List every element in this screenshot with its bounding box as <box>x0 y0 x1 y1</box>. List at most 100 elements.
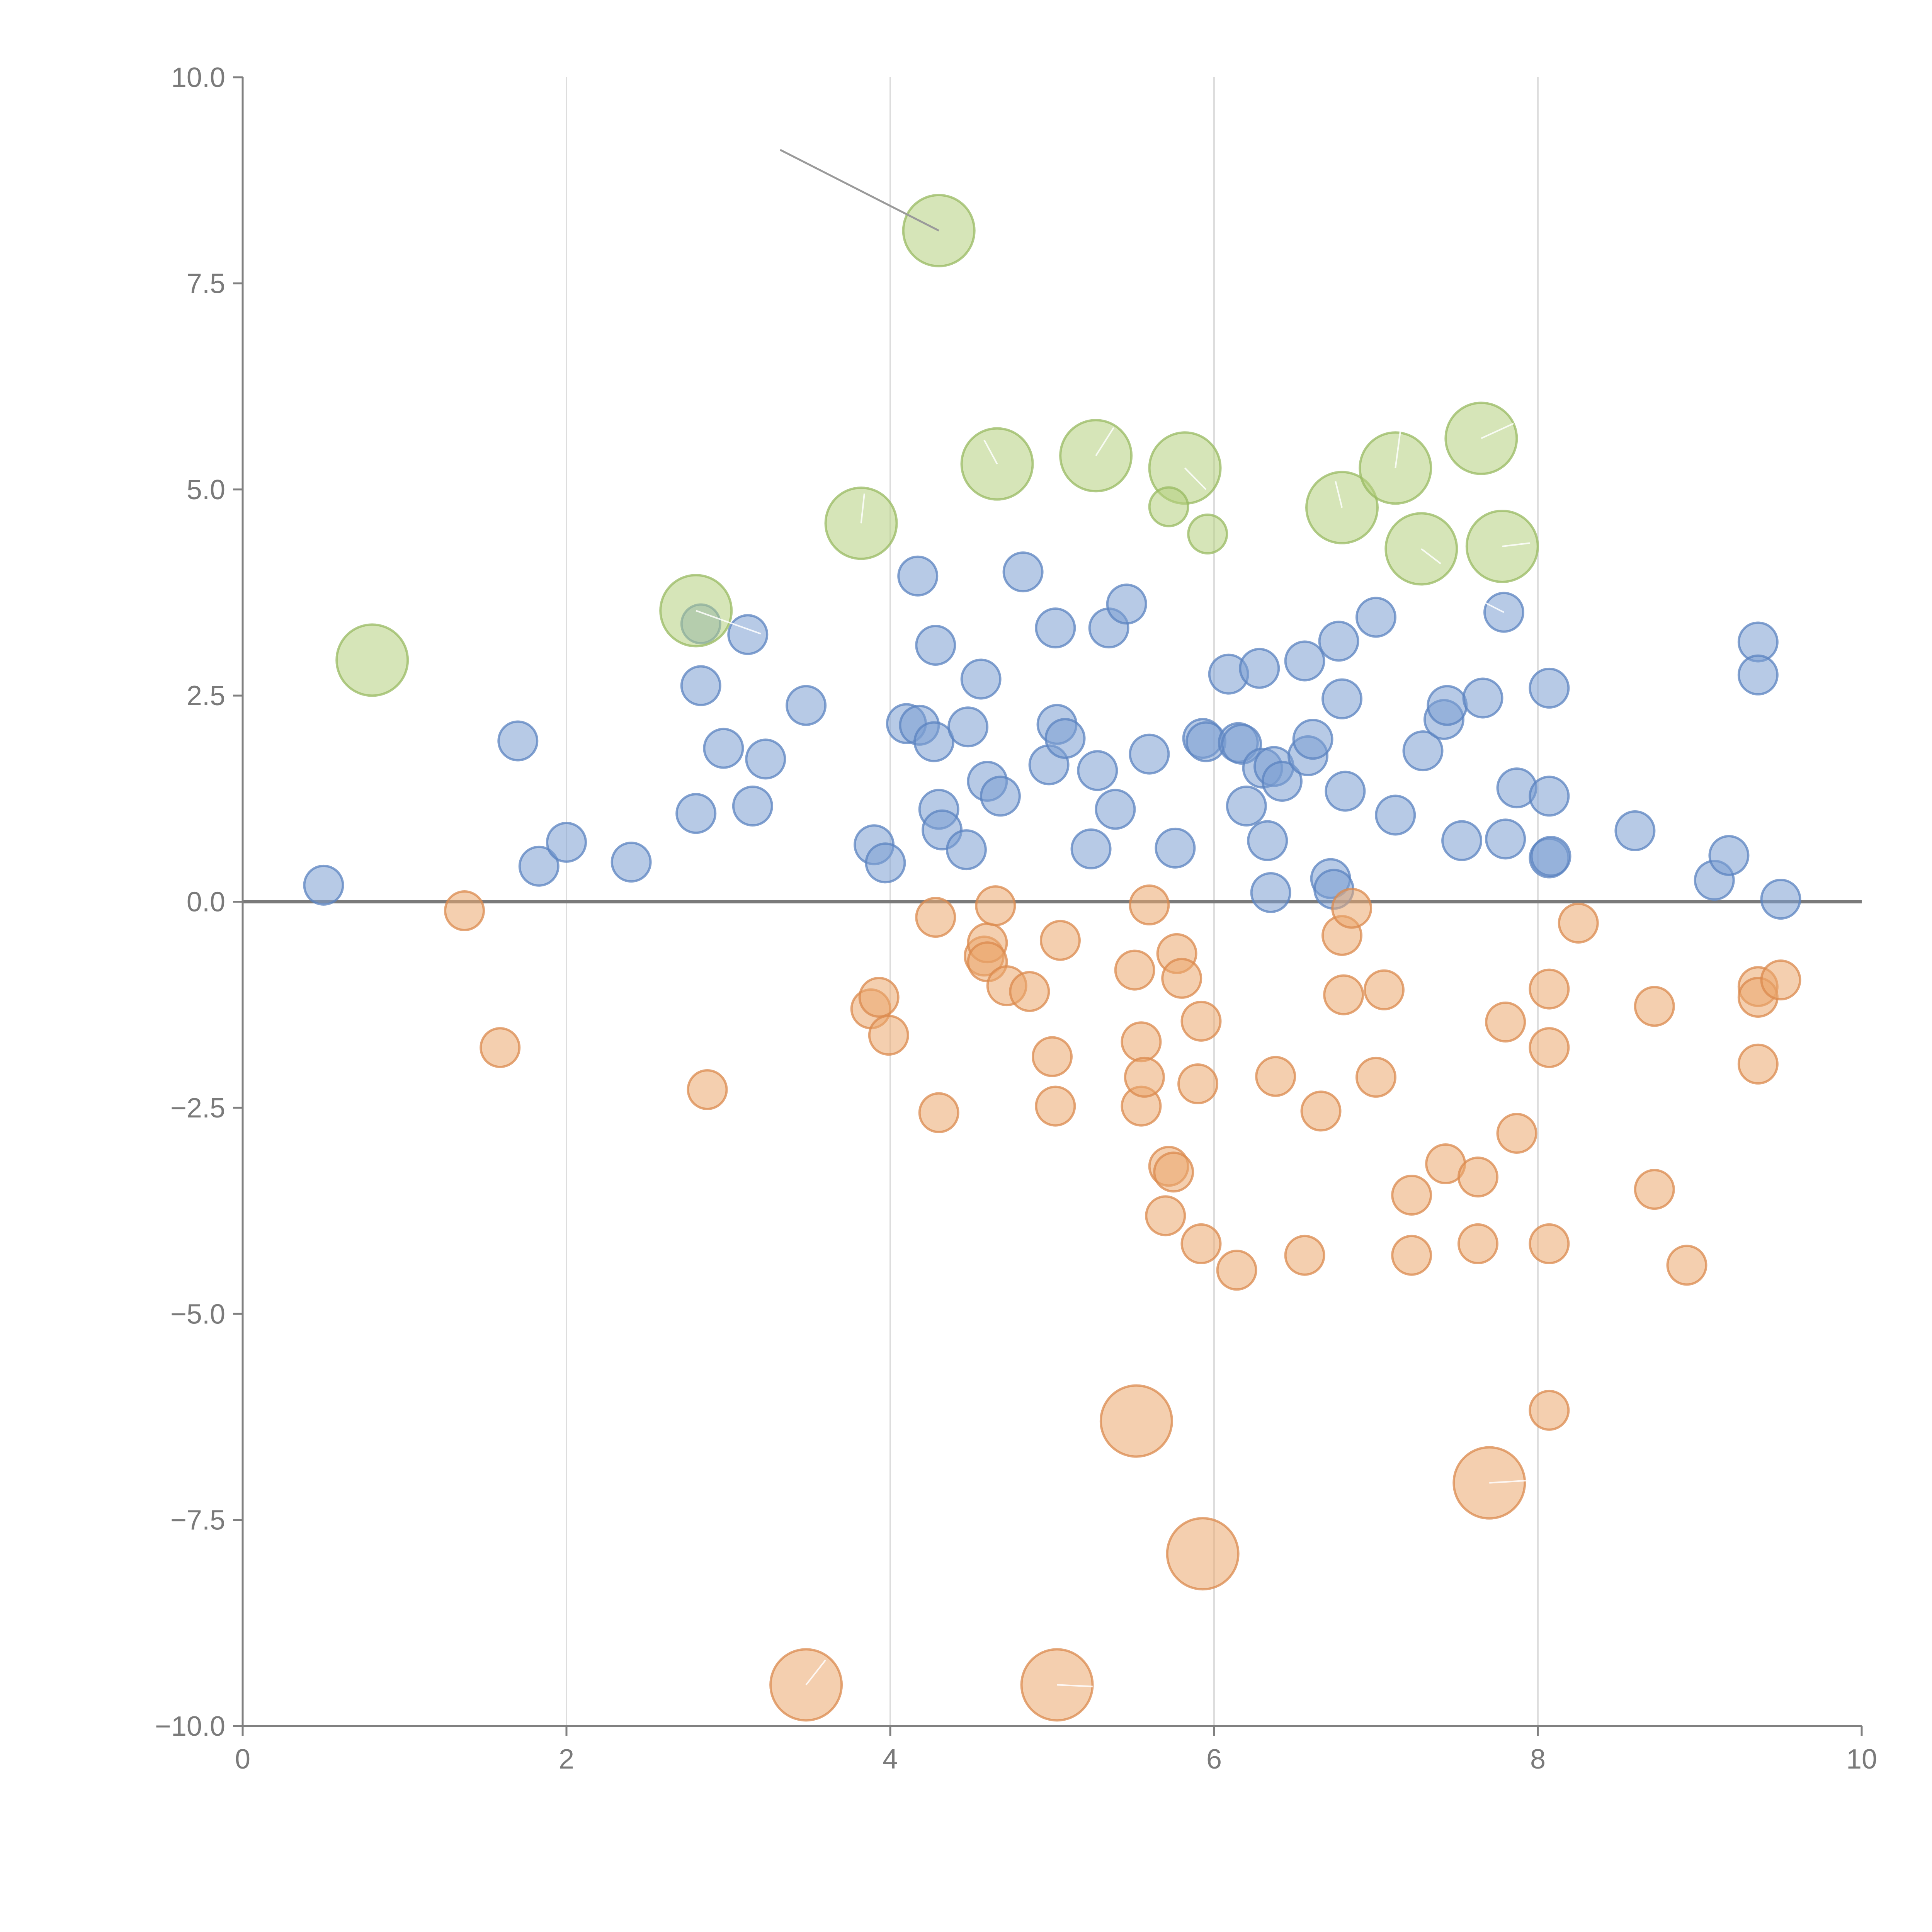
orange-point <box>1391 1235 1432 1276</box>
callout-line <box>1502 542 1530 547</box>
callout-line <box>1481 423 1514 439</box>
callout-line <box>860 493 865 524</box>
orange-point <box>1529 1389 1570 1431</box>
orange-point <box>1529 968 1570 1010</box>
blue-point <box>897 555 939 597</box>
blue-point <box>1529 776 1570 817</box>
blue-point <box>303 864 344 906</box>
orange-point <box>1485 1001 1526 1043</box>
orange-point <box>1634 1169 1675 1210</box>
orange-point <box>1216 1250 1257 1291</box>
callout-line <box>1335 481 1343 508</box>
blue-point <box>1155 827 1196 869</box>
orange-point <box>1391 1175 1432 1216</box>
orange-point <box>1255 1056 1296 1097</box>
y-tick-label: −10.0 <box>155 1711 225 1742</box>
y-tick-label: −5.0 <box>170 1299 225 1330</box>
blue-point <box>913 721 955 762</box>
orange-point <box>1300 1090 1342 1132</box>
orange-point <box>858 976 900 1018</box>
x-tick-label: 0 <box>235 1744 250 1775</box>
callout-line <box>983 439 998 464</box>
orange-large-point <box>1099 1384 1173 1458</box>
blue-point <box>1325 770 1366 812</box>
orange-point <box>1529 1027 1570 1068</box>
orange-point <box>1558 902 1599 944</box>
orange-point <box>915 897 956 938</box>
callout-lines <box>696 149 1530 1687</box>
blue-point <box>865 842 906 884</box>
blue-point <box>1106 583 1147 625</box>
orange-point <box>480 1027 521 1068</box>
blue-point <box>727 614 769 655</box>
blue-point <box>518 845 560 887</box>
x-tick-label: 10 <box>1846 1744 1877 1775</box>
blue-point <box>745 738 786 780</box>
x-tick-label: 6 <box>1206 1744 1222 1775</box>
callout-line <box>805 1660 826 1685</box>
blue-point <box>703 728 744 769</box>
blue-point <box>1530 836 1571 877</box>
orange-point <box>1039 920 1081 961</box>
orange-point <box>1529 1223 1570 1264</box>
orange-point <box>1161 957 1202 999</box>
orange-point <box>1284 1235 1325 1276</box>
blue-point <box>1321 678 1363 719</box>
orange-point <box>1331 888 1372 929</box>
blue-point <box>1261 761 1303 802</box>
orange-point <box>918 1092 959 1133</box>
orange-point <box>1363 969 1405 1010</box>
blue-point <box>980 776 1021 817</box>
orange-point <box>1121 1021 1162 1063</box>
blue-point <box>915 624 956 666</box>
orange-point <box>1177 1063 1219 1105</box>
blue-point <box>611 842 652 883</box>
callout-line <box>1421 548 1441 565</box>
orange-point <box>1153 1151 1194 1193</box>
callout-line <box>696 610 761 634</box>
orange-large-point <box>1166 1517 1240 1591</box>
blue-point <box>1292 719 1333 760</box>
blue-point <box>1614 810 1656 852</box>
orange-point <box>1737 1043 1779 1085</box>
orange-point <box>1355 1056 1396 1098</box>
blue-point <box>1284 640 1325 682</box>
blue-point <box>1708 835 1750 876</box>
blue-point <box>1095 789 1136 830</box>
blue-point <box>1077 750 1118 791</box>
blue-point <box>1427 685 1468 726</box>
blue-point <box>497 720 539 762</box>
orange-point <box>1666 1245 1708 1286</box>
blue-point <box>947 706 989 748</box>
green-small-point <box>1187 513 1228 554</box>
callout-line <box>1473 596 1504 613</box>
orange-point <box>1323 974 1364 1015</box>
blue-point <box>960 658 1002 700</box>
blue-point <box>1375 794 1416 836</box>
orange-point <box>444 890 485 931</box>
green-point <box>335 623 409 697</box>
orange-point <box>975 885 1016 927</box>
blue-point <box>1226 786 1267 827</box>
callout-line <box>779 149 939 232</box>
orange-point <box>1009 971 1050 1012</box>
data-points <box>303 194 1801 1722</box>
blue-point <box>1035 607 1076 649</box>
blue-point <box>1044 718 1086 759</box>
x-tick-label: 2 <box>559 1744 574 1775</box>
axes: 0 2 4 6 8 10 −10.0 −7.5 −5.0 −2.5 0.0 2.5 5.0 7.5 10.0 <box>155 62 1877 1775</box>
blue-point <box>1737 654 1779 696</box>
x-tick-label: 8 <box>1530 1744 1546 1775</box>
y-tick-label: −2.5 <box>170 1093 225 1124</box>
y-tick-label: 7.5 <box>187 268 225 299</box>
blue-point <box>1441 820 1483 861</box>
callout-line <box>1395 432 1401 468</box>
blue-point <box>1402 730 1444 772</box>
y-tick-label: 10.0 <box>171 62 225 93</box>
orange-point <box>1634 986 1675 1027</box>
orange-point <box>1496 1113 1537 1154</box>
orange-point <box>1035 1085 1076 1127</box>
y-tick-label: 5.0 <box>187 474 225 505</box>
